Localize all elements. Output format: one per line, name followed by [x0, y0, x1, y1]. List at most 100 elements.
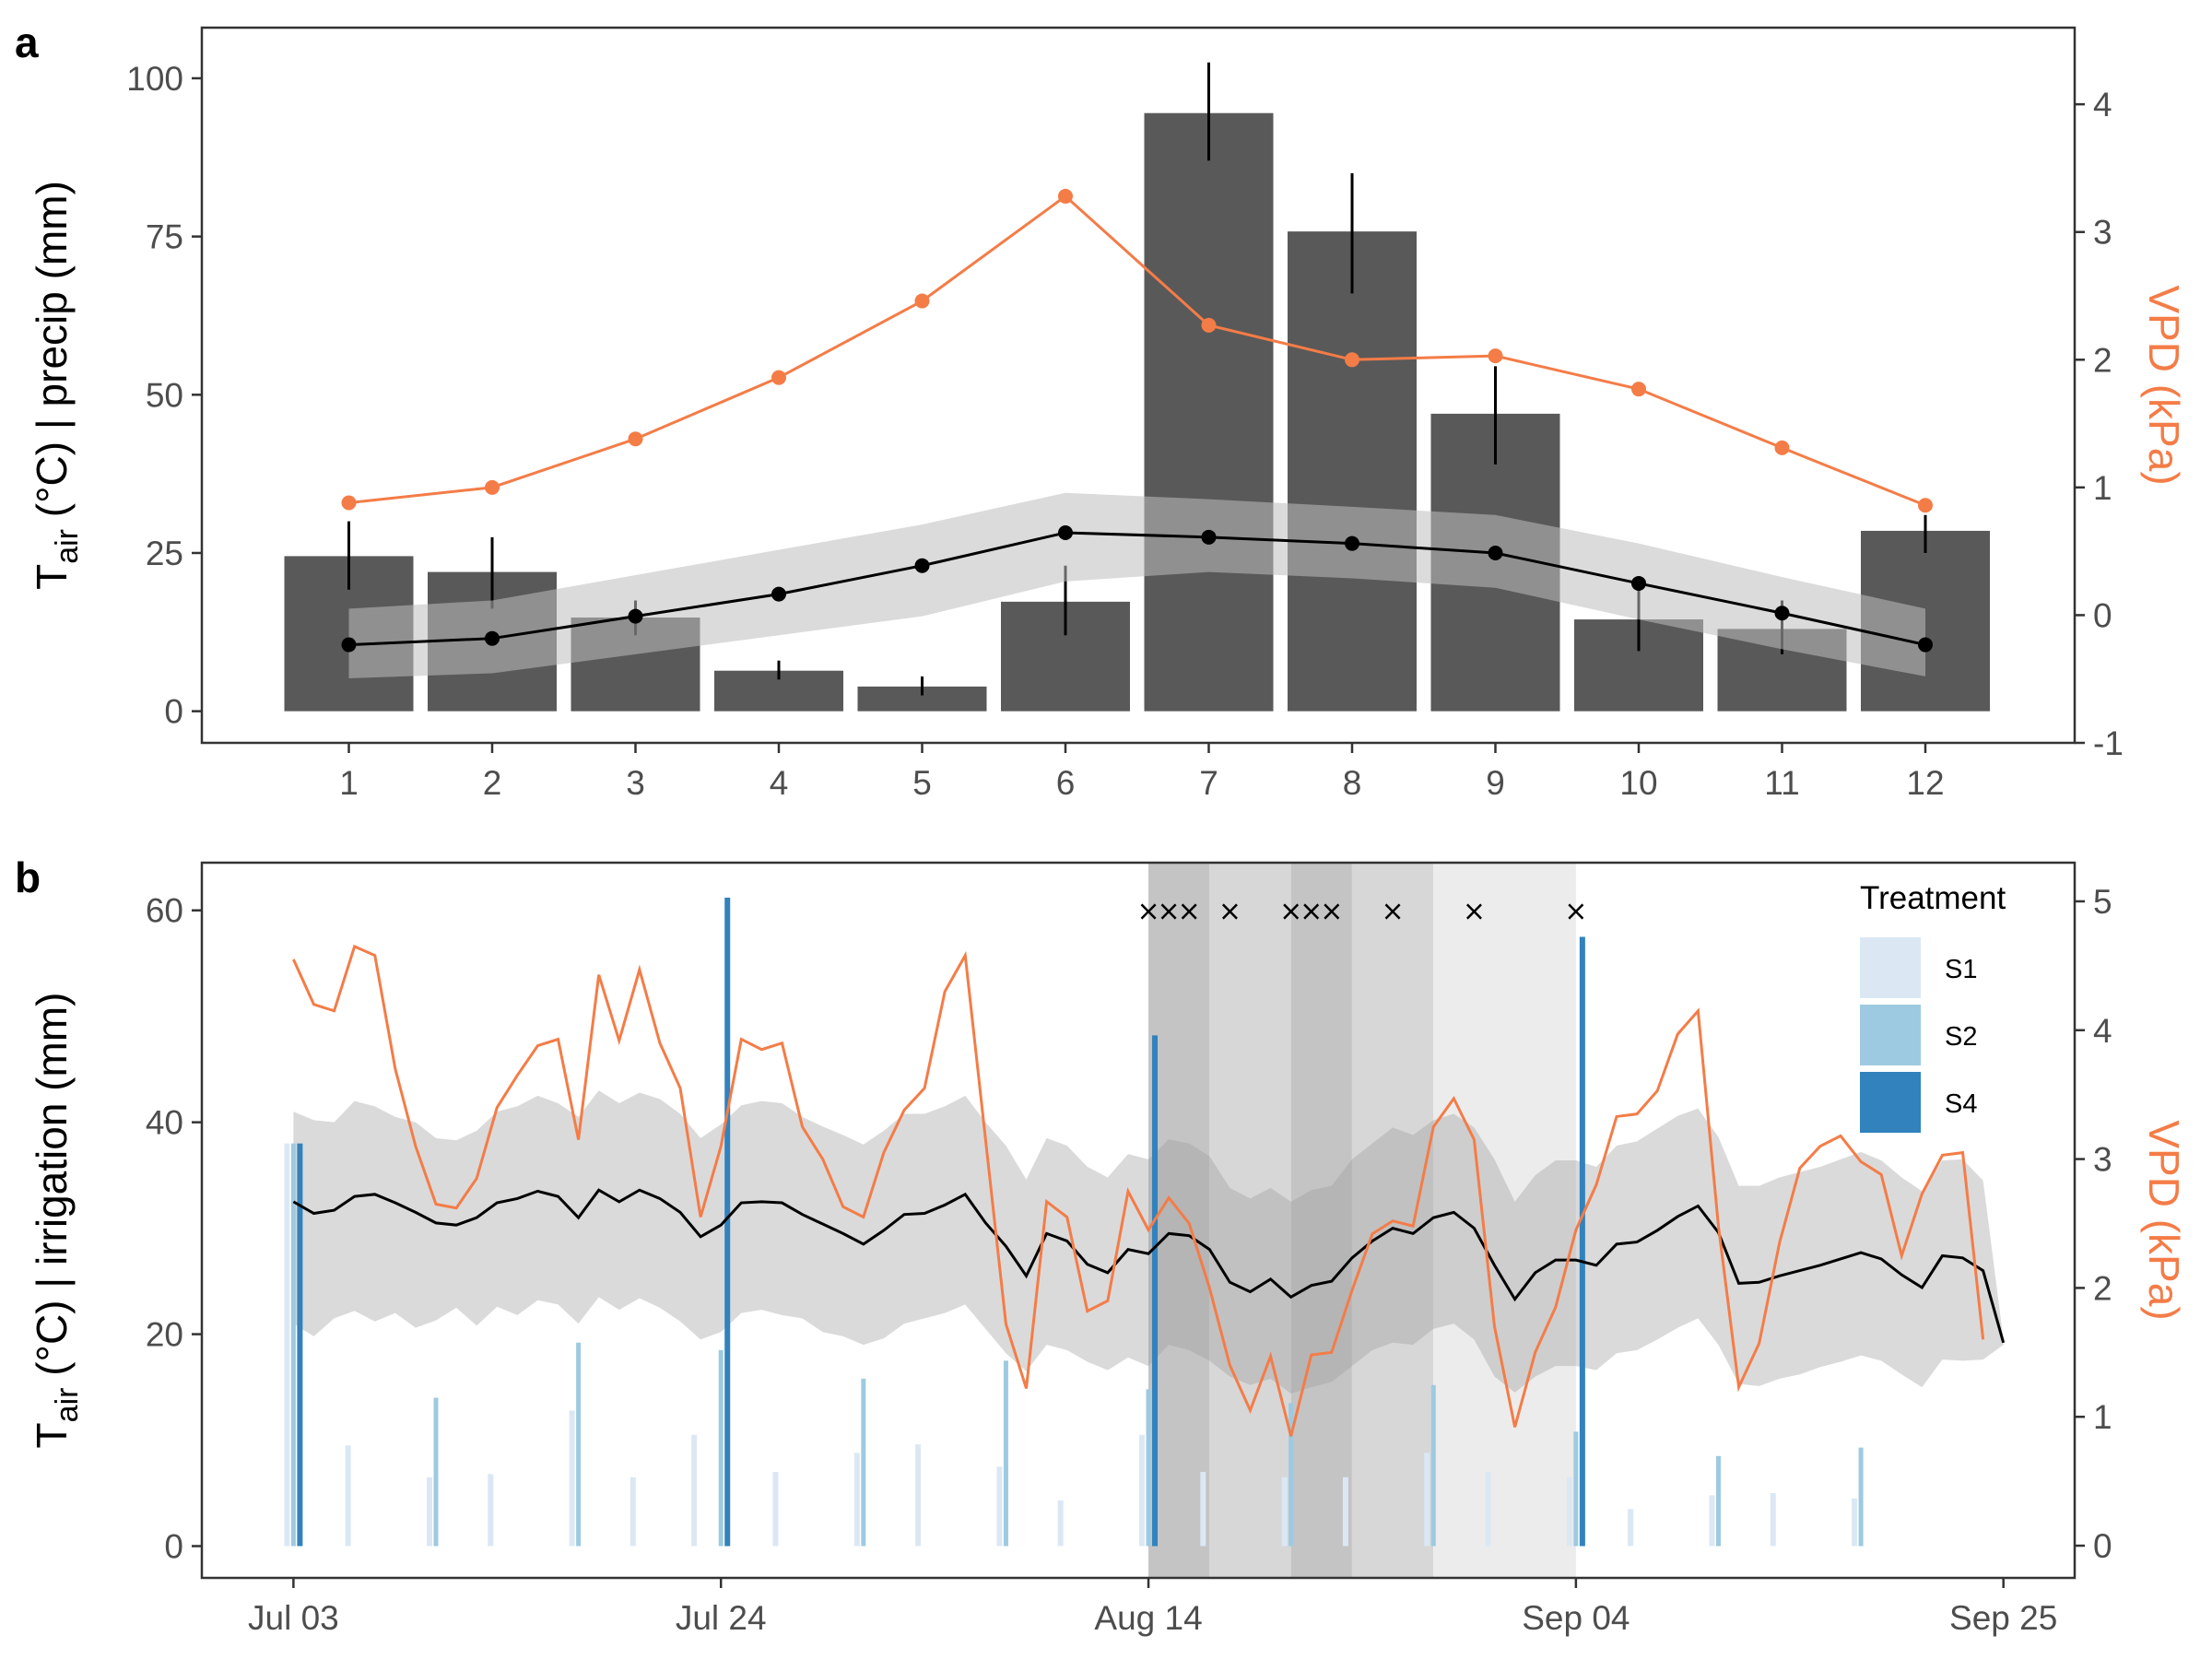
vpd-point	[1058, 188, 1073, 204]
x-tick-label: 8	[1343, 764, 1362, 802]
event-marker: ×	[1300, 896, 1323, 928]
irrigation-bar-s2	[718, 1349, 724, 1547]
x-tick-label: 9	[1486, 764, 1505, 802]
x-tick-label: 1	[339, 764, 359, 802]
temp-range-band	[293, 1090, 2004, 1394]
x-tick-label: 2	[483, 764, 502, 802]
y-tick-label: 75	[146, 218, 183, 256]
x-tick-label: 6	[1056, 764, 1076, 802]
event-marker: ×	[1320, 896, 1343, 928]
vpd-line	[348, 194, 1926, 507]
panel-a-label: a	[15, 18, 39, 66]
precip-bar	[1288, 231, 1417, 712]
x-tick-label: Jul 03	[248, 1599, 339, 1637]
irrigation-bar-s2	[576, 1342, 582, 1547]
y-tick-label: 2	[2093, 1269, 2112, 1307]
vpd-point	[1918, 498, 1933, 513]
x-tick-label: 5	[912, 764, 932, 802]
y-tick-label: 60	[146, 892, 183, 930]
y-tick-label: 1	[2093, 469, 2112, 507]
event-marker: ×	[1158, 896, 1181, 928]
panel-b-frame	[200, 861, 2077, 1580]
y-tick-label: 3	[2093, 214, 2112, 252]
temp-point	[628, 608, 643, 624]
irrigation-bar-s1	[691, 1434, 698, 1547]
event-markers: ××× × ××× × × ×	[1136, 896, 1587, 928]
legend-swatch-s2	[1860, 1005, 1921, 1065]
x-tick-label: 12	[1906, 764, 1944, 802]
vpd-point	[341, 495, 357, 511]
irrigation-bar-s1	[1139, 1434, 1146, 1547]
irrigation-bar-s2	[1573, 1431, 1579, 1547]
y-tick-label: 2	[2093, 341, 2112, 379]
x-tick-label: 4	[770, 764, 789, 802]
legend-items: S1 S2 S4	[1860, 937, 1977, 1133]
irrigation-bar-s1	[1566, 1477, 1572, 1547]
temp-point	[1201, 529, 1217, 545]
y-axis-right: -1 0 1 2 3 4	[2075, 86, 2124, 762]
irrigation-bar-s2	[1430, 1384, 1436, 1547]
vpd-point	[1631, 382, 1646, 397]
shade-region	[1290, 863, 1352, 1578]
x-tick-label: Sep 25	[1949, 1599, 2057, 1637]
x-tick-label: 3	[626, 764, 645, 802]
vpd-point	[771, 370, 786, 385]
x-axis: Jul 03 Jul 24 Aug 14 Sep 04 Sep 25	[248, 1578, 2057, 1637]
irrigation-bar-s1	[996, 1466, 1003, 1547]
x-tick-label: Jul 24	[676, 1599, 767, 1637]
irrigation-bar-s1	[488, 1474, 494, 1547]
y-tick-label: 25	[146, 535, 183, 572]
irrigation-bar-s1	[569, 1410, 575, 1547]
y-tick-label: 50	[146, 376, 183, 414]
precip-bars	[284, 112, 1990, 712]
event-marker: ×	[1463, 896, 1486, 928]
irrigation-bar-s1	[1200, 1472, 1206, 1547]
irrigation-bar-s1	[772, 1472, 779, 1547]
irrigation-bar-s1	[284, 1143, 290, 1547]
vpd-point	[914, 293, 930, 309]
vpd-point	[628, 431, 643, 447]
y-tick-label: 100	[126, 60, 183, 98]
vpd-point	[1345, 352, 1359, 368]
x-tick-label: 7	[1199, 764, 1218, 802]
temp-line	[348, 531, 1926, 647]
temp-point	[1918, 637, 1933, 653]
temp-point	[341, 637, 357, 653]
irrigation-bar-s1	[1628, 1509, 1634, 1547]
y-tick-label: 0	[2093, 596, 2112, 634]
irrigation-bar-s1	[1057, 1500, 1064, 1547]
y-tick-label: 20	[146, 1316, 183, 1354]
y-tick-label: 4	[2093, 1012, 2112, 1050]
y-tick-label: 1	[2093, 1398, 2112, 1436]
y-axis-right-label: VPD (kPa)	[2140, 1120, 2188, 1320]
vpd-points	[341, 188, 1933, 513]
event-marker: ×	[1564, 896, 1587, 928]
irrigation-bar-s2	[290, 1143, 296, 1547]
legend-swatch-s1	[1860, 937, 1921, 998]
temp-range-band	[348, 492, 1925, 678]
y-axis-left-label: Tair (°C) | precip (mm)	[28, 181, 85, 590]
legend-title: Treatment	[1860, 880, 2006, 916]
irrigation-bar-s1	[629, 1477, 636, 1547]
event-marker: ×	[1136, 896, 1159, 928]
vpd-point	[485, 479, 500, 495]
shade-region	[1209, 863, 1291, 1578]
legend-label: S4	[1945, 1089, 1977, 1119]
y-tick-label: 0	[164, 1528, 183, 1566]
event-marker: ×	[1279, 896, 1302, 928]
y-axis-right: 0 1 2 3 4 5	[2075, 883, 2112, 1565]
x-tick-label: 10	[1619, 764, 1657, 802]
irrigation-bar-s2	[861, 1378, 866, 1547]
vpd-point	[1488, 348, 1503, 364]
vpd-point	[1774, 440, 1790, 455]
irrigation-bar-s1	[1424, 1453, 1430, 1547]
temp-points	[341, 525, 1933, 653]
shade-region	[1148, 863, 1210, 1578]
y-tick-label: 0	[2093, 1527, 2112, 1565]
shade-region	[1433, 863, 1576, 1578]
legend-label: S2	[1945, 1022, 1977, 1052]
irrigation-bar-s2	[1003, 1360, 1008, 1547]
temp-point	[1774, 606, 1790, 621]
